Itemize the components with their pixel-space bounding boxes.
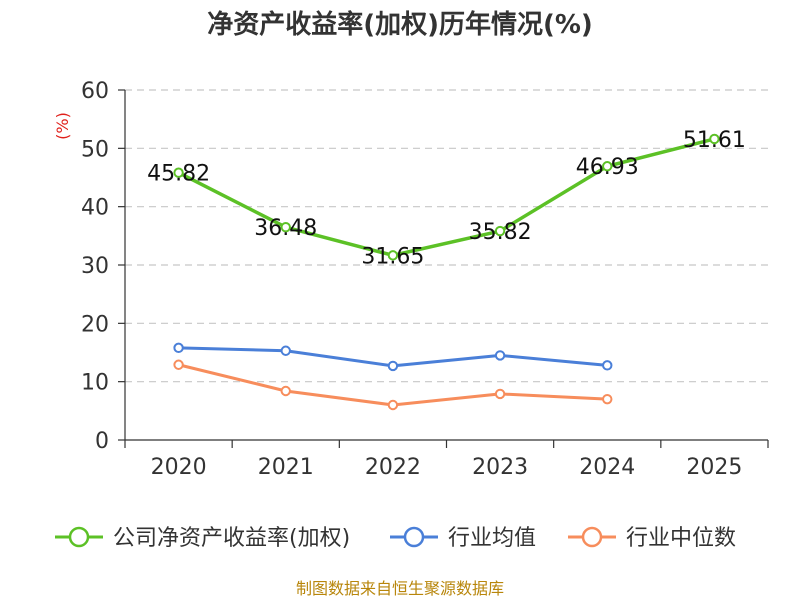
y-axis-label: (%) xyxy=(53,112,72,140)
series-2-point-2021 xyxy=(280,385,291,397)
grid-lines xyxy=(125,89,768,383)
y-tick-label-30: 30 xyxy=(81,254,109,279)
series-0-point-2021 xyxy=(280,222,291,233)
x-tick-label-2022: 2022 xyxy=(365,455,421,480)
legend-marker-1 xyxy=(403,526,425,548)
x-tick-label-2021: 2021 xyxy=(258,455,314,480)
axes: 0 10 20 30 40 50 60 2020 2021 2022 2023 2024 2025 xyxy=(81,79,769,480)
series-2-point-2022 xyxy=(387,399,399,411)
data-label-2025: 51.61 xyxy=(683,128,746,153)
y-tick-label-50: 50 xyxy=(81,137,109,162)
legend: 公司净资产收益率(加权) 行业均值 行业中位数 xyxy=(55,526,736,551)
series-2-point-2024 xyxy=(602,393,613,405)
y-tick-label-20: 20 xyxy=(81,312,109,337)
series-group: 45.82 36.48 31.65 35.82 46.93 51.61 xyxy=(147,128,746,411)
data-label-2021: 36.48 xyxy=(254,216,317,241)
series-1-point-2023 xyxy=(494,350,506,361)
legend-marker-0 xyxy=(68,526,90,548)
series-1-point-2024 xyxy=(602,360,613,371)
y-tick-label-10: 10 xyxy=(81,371,109,396)
source-note: 制图数据来自恒生聚源数据库 xyxy=(296,579,504,598)
series-0-point-2023 xyxy=(494,225,506,237)
data-label-2023: 35.82 xyxy=(469,220,532,245)
series-line-0 xyxy=(176,137,717,258)
series-0-point-2020 xyxy=(173,167,184,178)
x-tick-label-2020: 2020 xyxy=(151,455,207,480)
series-2-point-2023 xyxy=(494,388,506,400)
legend-label-2: 行业中位数 xyxy=(626,526,736,551)
y-tick-label-60: 60 xyxy=(81,79,109,104)
series-1-point-2021 xyxy=(280,345,291,356)
legend-label-1: 行业均值 xyxy=(448,526,536,551)
chart-title: 净资产收益率(加权)历年情况(%) xyxy=(207,9,593,40)
series-2-point-2020 xyxy=(173,359,184,370)
data-label-2024: 46.93 xyxy=(576,155,639,180)
data-label-2020: 45.82 xyxy=(147,162,210,187)
x-tick-label-2023: 2023 xyxy=(472,455,528,480)
legend-marker-2 xyxy=(581,526,603,548)
series-1-point-2020 xyxy=(173,342,184,354)
data-label-2022: 31.65 xyxy=(361,244,424,269)
series-1-point-2022 xyxy=(387,360,399,372)
x-tick-label-2024: 2024 xyxy=(579,455,635,480)
series-0-point-2022 xyxy=(387,250,399,261)
series-0-point-2025 xyxy=(709,133,720,145)
series-0-point-2024 xyxy=(602,161,613,172)
legend-label-0: 公司净资产收益率(加权) xyxy=(113,526,350,551)
x-tick-label-2025: 2025 xyxy=(686,455,742,480)
y-tick-label-40: 40 xyxy=(81,196,109,221)
y-tick-label-0: 0 xyxy=(95,429,109,454)
